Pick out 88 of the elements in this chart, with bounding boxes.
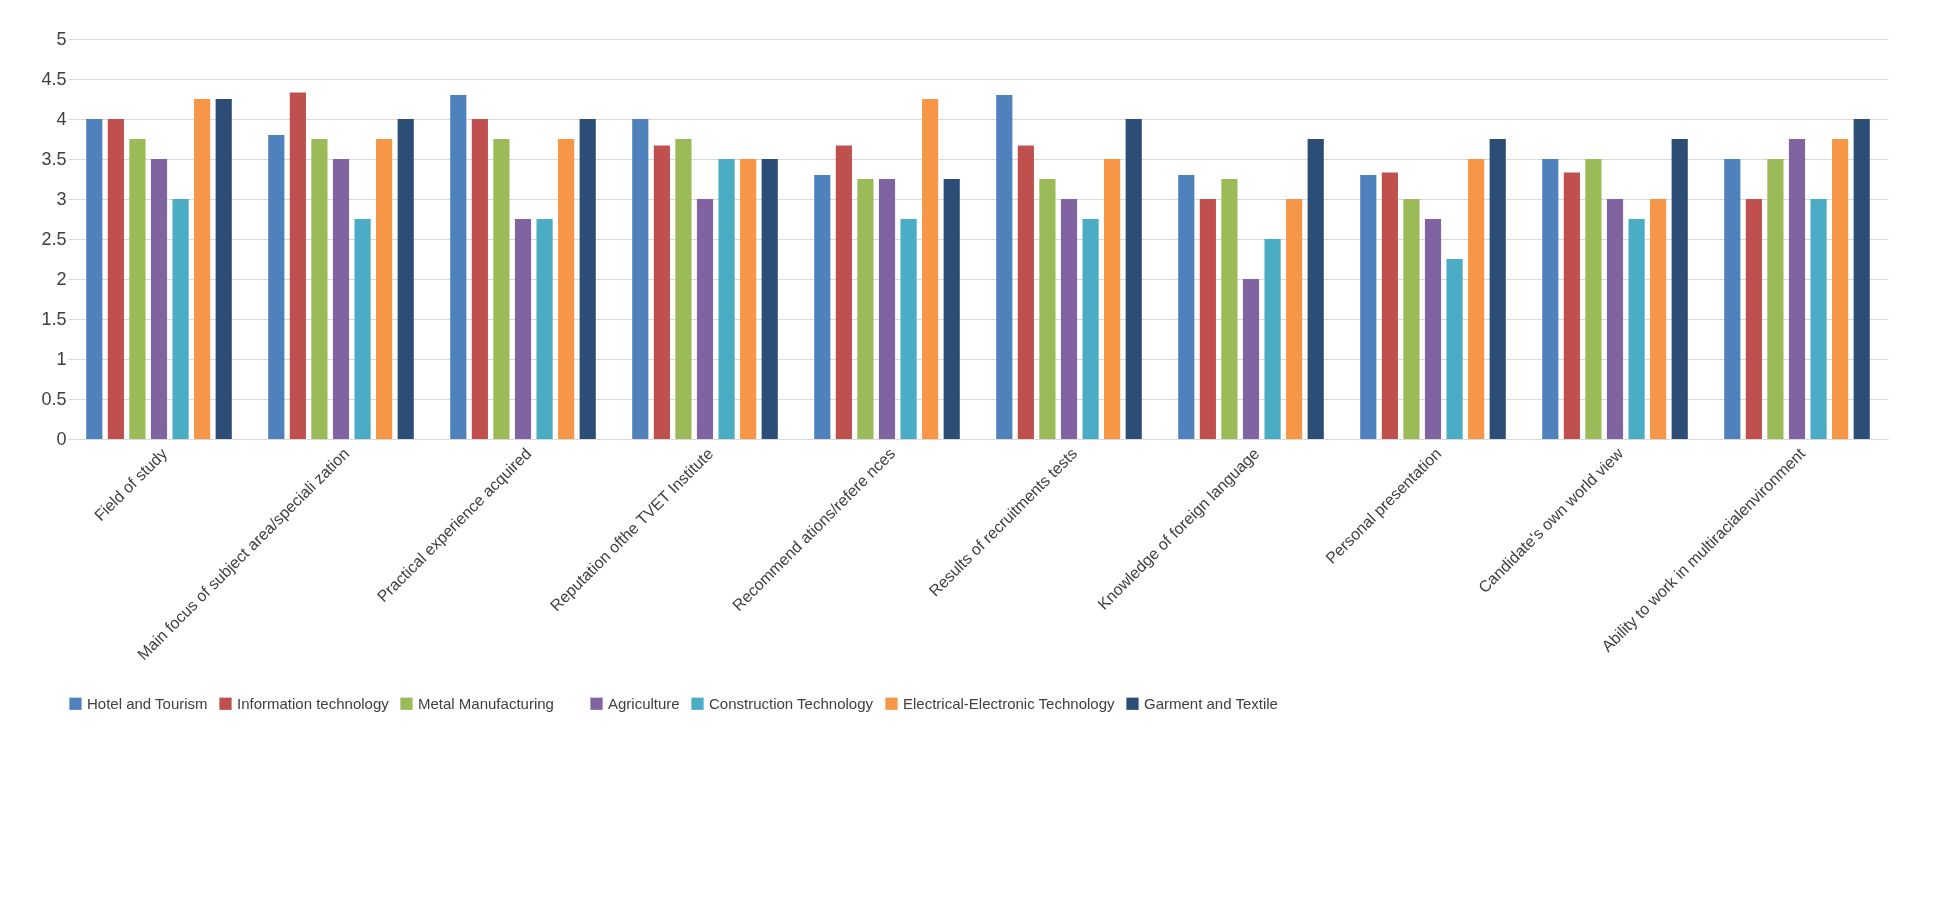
bar: [1606, 199, 1624, 439]
y-tick-label: 0: [56, 428, 67, 449]
bar: [376, 139, 393, 439]
bar: [1286, 199, 1303, 439]
bar: [493, 139, 510, 439]
y-tick-label: 2: [56, 268, 67, 289]
bar: [1307, 139, 1324, 439]
bar: [1381, 172, 1398, 439]
bar: [1446, 259, 1463, 439]
bar: [1628, 219, 1645, 439]
bar: [835, 145, 852, 439]
bar: [922, 99, 939, 439]
bar: [1767, 159, 1784, 439]
bar: [172, 199, 189, 439]
bar: [718, 159, 735, 439]
bar: [814, 175, 831, 439]
legend-label: Information technology: [237, 694, 390, 712]
bar: [653, 145, 670, 439]
y-tick-label: 1.5: [41, 308, 67, 329]
bar: [1810, 199, 1827, 439]
bar: [900, 219, 917, 439]
y-tick-label: 4.5: [41, 68, 67, 89]
bar: [696, 199, 714, 439]
bar: [354, 219, 371, 439]
bar: [1125, 119, 1142, 439]
bar: [1650, 199, 1667, 439]
y-tick-label: 5: [56, 28, 67, 49]
bar: [1424, 219, 1442, 439]
y-tick-label: 4: [56, 108, 67, 129]
bar: [1671, 139, 1688, 439]
bar: [471, 119, 488, 439]
bar: [1242, 279, 1260, 439]
bar: [1853, 119, 1870, 439]
bar: [1039, 179, 1056, 439]
bar: [1745, 199, 1762, 439]
bar: [1104, 159, 1121, 439]
bar: [1199, 199, 1216, 439]
legend-label: Garment and Textile: [1144, 694, 1278, 712]
bar: [1360, 175, 1377, 439]
bar: [579, 119, 596, 439]
bar: [1788, 139, 1806, 439]
bar: [1563, 172, 1580, 439]
bar: [761, 159, 778, 439]
bar: [675, 139, 692, 439]
bar: [1221, 179, 1238, 439]
legend-label: Construction Technology: [709, 694, 874, 712]
y-tick-label: 0.5: [41, 388, 67, 409]
bar: [86, 119, 103, 439]
legend-label: Electrical-Electronic Technology: [903, 694, 1115, 712]
bar: [878, 179, 896, 439]
bar: [1832, 139, 1849, 439]
bar: [215, 99, 232, 439]
y-tick-label: 2.5: [41, 228, 67, 249]
bar: [943, 179, 960, 439]
bar: [1468, 159, 1485, 439]
bar: [514, 219, 532, 439]
bar: [1178, 175, 1195, 439]
bar: [1585, 159, 1602, 439]
bar: [129, 139, 146, 439]
y-tick-label: 1: [56, 348, 67, 369]
bar: [1082, 219, 1099, 439]
bar: [268, 135, 285, 439]
bar: [1489, 139, 1506, 439]
bar: [150, 159, 168, 439]
bar: [332, 159, 350, 439]
bar: [311, 139, 328, 439]
legend-label: Agriculture: [608, 694, 680, 712]
bar: [1264, 239, 1281, 439]
bar: [107, 119, 124, 439]
bar: [1017, 145, 1034, 439]
bar: [1724, 159, 1741, 439]
legend-label: Hotel and Tourism: [87, 694, 208, 712]
bar: [857, 179, 874, 439]
y-tick-label: 3: [56, 188, 67, 209]
legend-label: Metal Manufacturing: [418, 694, 554, 712]
bar: [289, 92, 306, 439]
bar: [1403, 199, 1420, 439]
bar: [1542, 159, 1559, 439]
bar: [536, 219, 553, 439]
bar: [740, 159, 757, 439]
bar: [996, 95, 1013, 439]
bar: [558, 139, 575, 439]
bar: [450, 95, 467, 439]
y-tick-label: 3.5: [41, 148, 67, 169]
bar: [194, 99, 211, 439]
bar: [1060, 199, 1078, 439]
bar: [397, 119, 414, 439]
bar: [632, 119, 649, 439]
